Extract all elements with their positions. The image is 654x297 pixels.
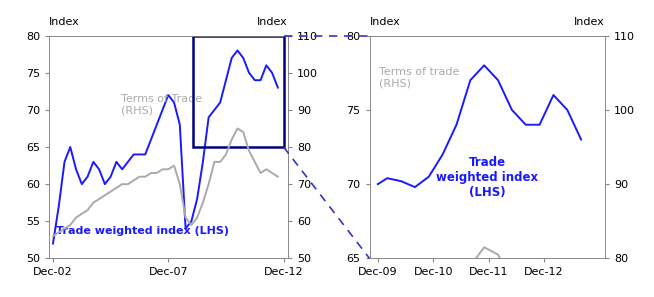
- Text: Index: Index: [370, 17, 400, 27]
- Bar: [193, 36, 284, 147]
- Text: Index: Index: [49, 17, 80, 27]
- Text: Trade weighted index (LHS): Trade weighted index (LHS): [56, 226, 229, 236]
- Text: Terms of trade
(RHS): Terms of trade (RHS): [379, 67, 459, 89]
- Text: Trade
weighted index
(LHS): Trade weighted index (LHS): [436, 156, 538, 199]
- Text: Index: Index: [257, 17, 288, 27]
- Text: Terms of Trade
(RHS): Terms of Trade (RHS): [120, 94, 202, 115]
- Text: Index: Index: [574, 17, 605, 27]
